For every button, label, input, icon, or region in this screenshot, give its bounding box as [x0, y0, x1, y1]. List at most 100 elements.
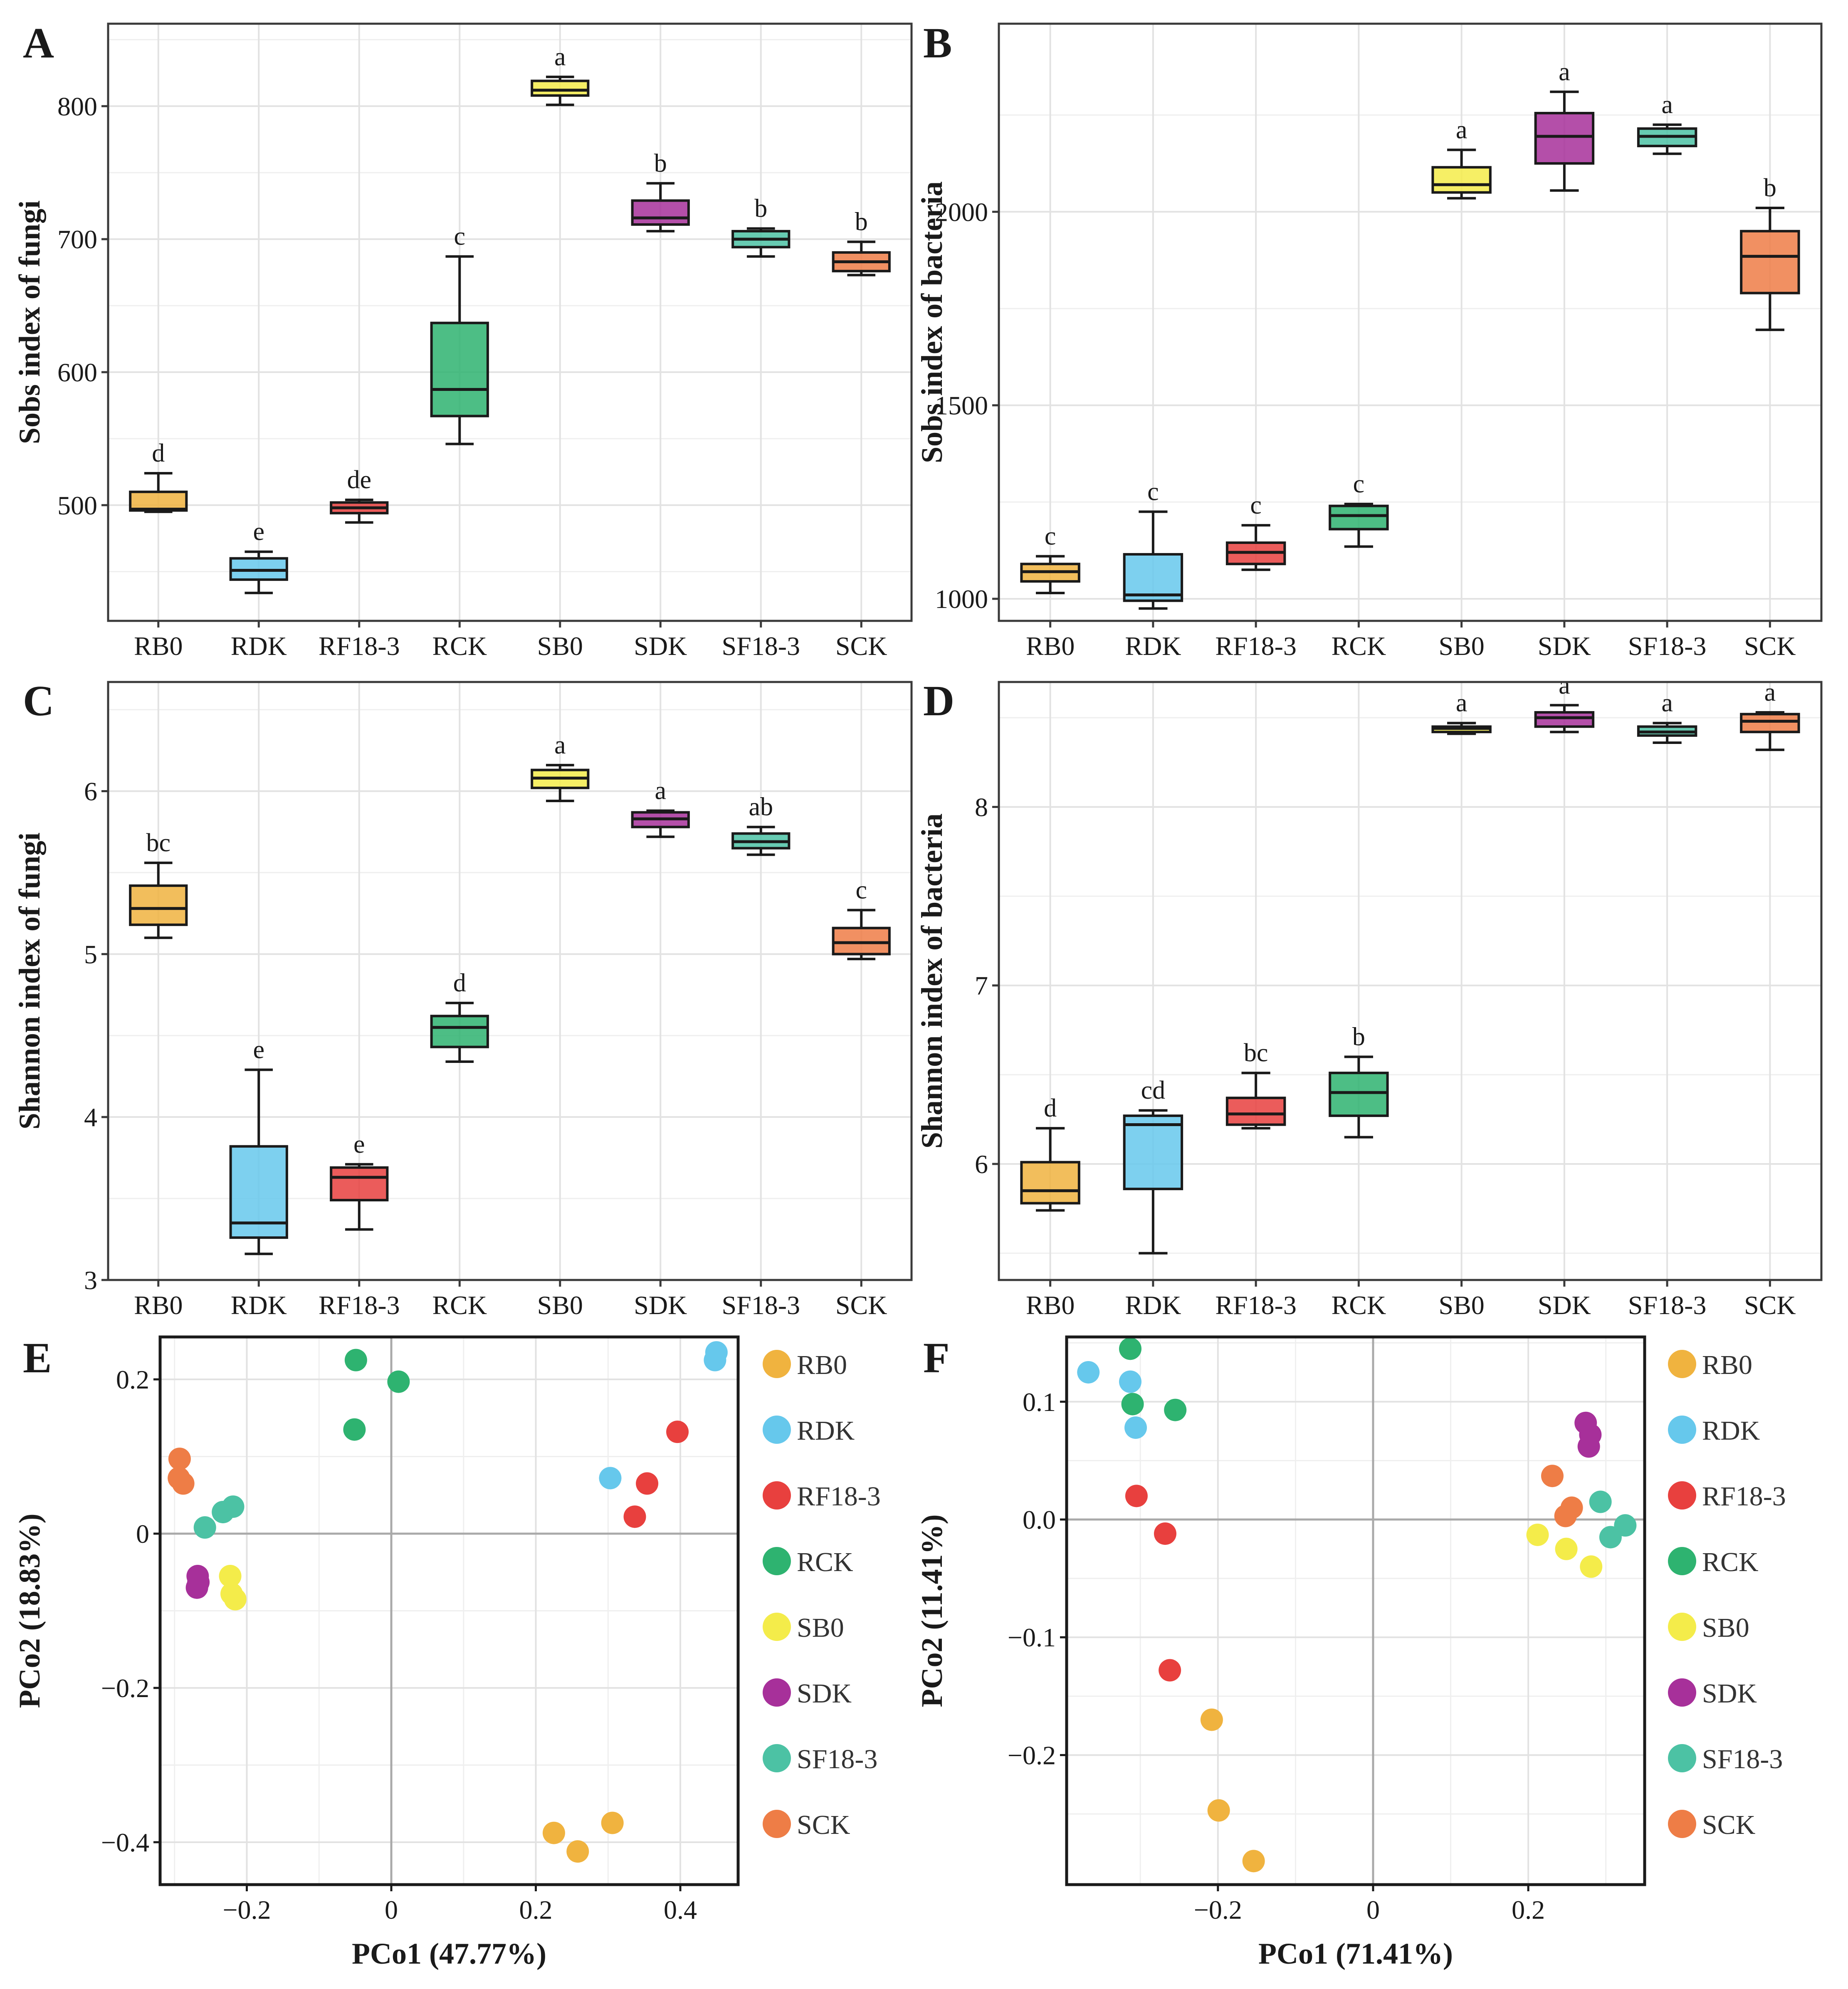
panel-c: bc e e d a a ab c 3 4 5 6 RB0 RDK RF18-3 RCK SB0 SDK SF18-… — [13, 677, 913, 1320]
box-body — [430, 1015, 489, 1048]
box-body — [631, 199, 690, 226]
y-axis-label: PCo2 (11.41%) — [915, 1515, 949, 1707]
box-SDK: a — [1534, 58, 1595, 192]
legend-item-RDK: RDK — [763, 1416, 855, 1446]
legend-item-RF18-3: RF18-3 — [763, 1481, 881, 1512]
y-tick-label: 700 — [57, 225, 97, 254]
point-group-SDK — [185, 1565, 210, 1599]
y-tick-label: −0.1 — [1008, 1623, 1056, 1652]
x-tick-label: SB0 — [1438, 631, 1484, 661]
y-axis-label: Sobs index of fungi — [13, 200, 46, 444]
significance-letter: a — [554, 43, 566, 71]
point-group-RCK — [1119, 1337, 1187, 1421]
x-tick-label: 0.2 — [1512, 1895, 1545, 1925]
legend-swatch — [1668, 1416, 1696, 1444]
significance-letter: ab — [749, 793, 773, 821]
point-group-SCK — [1541, 1465, 1583, 1527]
x-tick-label: RCK — [432, 631, 487, 661]
legend-swatch — [763, 1613, 791, 1641]
data-point — [1164, 1398, 1187, 1421]
y-tick-label: 6 — [84, 777, 97, 806]
legend-label: SDK — [797, 1678, 852, 1709]
y-tick-label: 2000 — [935, 197, 988, 227]
significance-letter: c — [1045, 522, 1056, 551]
data-point — [566, 1840, 589, 1863]
x-tick-label: RCK — [1332, 631, 1386, 661]
x-tick-label: RF18-3 — [319, 631, 400, 661]
box-RCK: c — [430, 222, 489, 445]
y-axis-label: Sobs index of bacteria — [915, 181, 949, 463]
legend-item-SDK: SDK — [1668, 1678, 1757, 1709]
panel-letter: A — [23, 19, 54, 67]
box-SB0: a — [1431, 689, 1492, 735]
box-SCK: b — [1740, 174, 1800, 331]
legend-label: RB0 — [797, 1350, 847, 1380]
data-point — [599, 1467, 622, 1490]
data-point — [172, 1472, 195, 1495]
point-group-SB0 — [1526, 1523, 1603, 1578]
x-tick-label: SF18-3 — [1628, 631, 1707, 661]
data-point — [168, 1448, 191, 1470]
x-tick-label: RCK — [1332, 1290, 1386, 1320]
plot-border — [107, 681, 913, 1281]
significance-letter: a — [554, 731, 566, 759]
x-tick-label: RCK — [432, 1290, 487, 1320]
data-point — [601, 1811, 624, 1834]
point-group-RCK — [343, 1349, 410, 1441]
data-point — [193, 1516, 216, 1539]
significance-letter: c — [1353, 470, 1365, 498]
legend-label: SCK — [1702, 1810, 1755, 1840]
box-SF18-3: a — [1637, 91, 1697, 155]
point-group-SF18-3 — [1589, 1490, 1637, 1549]
box-RB0: c — [1020, 522, 1080, 594]
y-tick-label: 600 — [57, 358, 97, 387]
box-body — [330, 1166, 389, 1202]
panel-f: −0.2 0 0.2 −0.2 −0.1 0.0 0.1 PCo1 (71.41%) PCo2 … — [915, 1334, 1786, 1970]
data-point — [1577, 1435, 1600, 1458]
x-tick-label: SB0 — [1438, 1290, 1484, 1320]
y-tick-label: 6 — [975, 1149, 988, 1179]
legend-swatch — [1668, 1678, 1696, 1707]
point-group-SB0 — [219, 1565, 247, 1611]
panel-letter: C — [23, 677, 54, 725]
x-tick-label: −0.2 — [1194, 1895, 1242, 1925]
box-RB0: bc — [129, 829, 188, 939]
legend-item-RF18-3: RF18-3 — [1668, 1481, 1786, 1512]
point-group-RB0 — [542, 1811, 624, 1863]
significance-letter: d — [1044, 1094, 1057, 1122]
x-tick-label: RDK — [1125, 631, 1181, 661]
y-tick-label: 4 — [84, 1102, 97, 1132]
significance-letter: d — [152, 439, 165, 467]
box-RDK: cd — [1123, 1076, 1183, 1255]
x-tick-label: RB0 — [134, 1290, 183, 1320]
x-tick-label: SF18-3 — [722, 631, 800, 661]
legend-swatch — [763, 1481, 791, 1510]
x-tick-label: SCK — [835, 1290, 887, 1320]
data-point — [222, 1495, 245, 1518]
x-tick-label: RDK — [1125, 1290, 1181, 1320]
legend-label: SCK — [797, 1810, 850, 1840]
box-body — [1534, 111, 1595, 165]
panel-letter: E — [23, 1334, 52, 1382]
x-tick-label: SDK — [1538, 1290, 1591, 1320]
significance-letter: a — [655, 777, 666, 805]
legend-label: RCK — [1702, 1547, 1759, 1577]
data-point — [1207, 1799, 1230, 1822]
significance-letter: b — [754, 195, 767, 223]
x-tick-label: SCK — [1744, 1290, 1796, 1320]
legend-item-RCK: RCK — [763, 1547, 853, 1577]
x-tick-label: RB0 — [1026, 1290, 1075, 1320]
significance-letter: e — [353, 1130, 365, 1159]
x-tick-label: RDK — [231, 1290, 287, 1320]
box-RF18-3: bc — [1225, 1039, 1286, 1130]
box-body — [1123, 553, 1183, 602]
box-body — [1534, 711, 1595, 728]
y-tick-label: 5 — [84, 939, 97, 969]
x-axis-label: PCo1 (71.41%) — [1258, 1937, 1453, 1970]
significance-letter: c — [1147, 478, 1159, 506]
x-tick-label: SDK — [634, 631, 687, 661]
data-point — [1555, 1537, 1578, 1560]
